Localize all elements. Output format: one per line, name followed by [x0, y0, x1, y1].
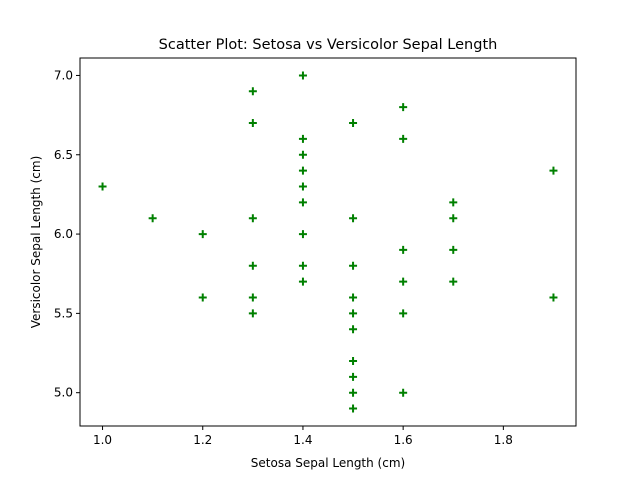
- data-point-plus-marker: [449, 198, 458, 207]
- data-point-plus-marker: [349, 293, 358, 302]
- x-tick-label: 1.8: [494, 433, 513, 447]
- data-point-plus-marker: [349, 119, 358, 128]
- y-axis-ticks: 5.0 5.5 6.0 6.5 7.0: [54, 68, 80, 400]
- data-point-plus-marker: [298, 230, 307, 239]
- data-point-plus-marker: [298, 182, 307, 191]
- data-point-plus-marker: [298, 134, 307, 143]
- data-point-plus-marker: [449, 277, 458, 286]
- data-point-plus-marker: [298, 166, 307, 175]
- x-tick-label: 1.0: [93, 433, 112, 447]
- data-point-plus-marker: [248, 309, 257, 318]
- data-point-plus-marker: [298, 261, 307, 270]
- data-point-plus-marker: [349, 404, 358, 413]
- data-point-plus-marker: [198, 293, 207, 302]
- data-point-plus-marker: [298, 198, 307, 207]
- x-tick-label: 1.2: [193, 433, 212, 447]
- x-tick-label: 1.6: [394, 433, 413, 447]
- y-axis-label: Versicolor Sepal Length (cm): [29, 156, 43, 329]
- data-point-plus-marker: [399, 245, 408, 254]
- data-point-plus-marker: [549, 293, 558, 302]
- data-point-plus-marker: [248, 87, 257, 96]
- data-point-plus-marker: [399, 388, 408, 397]
- x-axis-ticks: 1.0 1.2 1.4 1.6 1.8: [93, 426, 513, 447]
- data-point-plus-marker: [349, 325, 358, 334]
- y-tick-label: 6.0: [54, 227, 73, 241]
- y-tick-label: 5.5: [54, 306, 73, 320]
- data-point-plus-marker: [399, 277, 408, 286]
- chart-title: Scatter Plot: Setosa vs Versicolor Sepal…: [159, 37, 498, 53]
- plot-frame: [79, 57, 577, 427]
- y-tick-label: 5.0: [54, 386, 73, 400]
- data-point-plus-marker: [248, 119, 257, 128]
- data-point-plus-marker: [349, 214, 358, 223]
- data-point-plus-marker: [349, 356, 358, 365]
- y-tick-label: 6.5: [54, 148, 73, 162]
- data-point-plus-marker: [298, 277, 307, 286]
- data-point-plus-marker: [449, 245, 458, 254]
- data-point-plus-marker: [148, 214, 157, 223]
- data-point-plus-marker: [248, 293, 257, 302]
- data-point-plus-marker: [449, 214, 458, 223]
- data-point-plus-marker: [349, 261, 358, 270]
- y-tick-label: 7.0: [54, 68, 73, 82]
- data-point-plus-marker: [298, 150, 307, 159]
- data-point-plus-marker: [349, 388, 358, 397]
- x-axis-label: Setosa Sepal Length (cm): [251, 456, 405, 470]
- data-point-plus-marker: [349, 309, 358, 318]
- data-point-plus-marker: [98, 182, 107, 191]
- data-point-plus-marker: [248, 261, 257, 270]
- data-point-plus-marker: [549, 166, 558, 175]
- data-point-plus-marker: [248, 214, 257, 223]
- data-point-plus-marker: [399, 103, 408, 112]
- x-tick-label: 1.4: [293, 433, 312, 447]
- data-point-plus-marker: [399, 134, 408, 143]
- data-point-plus-marker: [198, 230, 207, 239]
- data-point-plus-marker: [399, 309, 408, 318]
- data-point-plus-marker: [349, 372, 358, 381]
- data-points: [98, 71, 558, 413]
- data-point-plus-marker: [298, 71, 307, 80]
